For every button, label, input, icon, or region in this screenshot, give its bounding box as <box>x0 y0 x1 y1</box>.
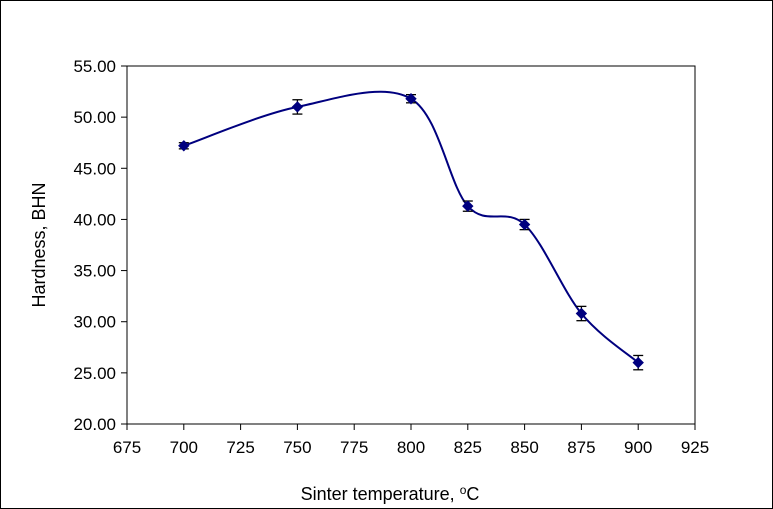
x-tick-label: 875 <box>567 438 595 457</box>
x-tick-label: 850 <box>510 438 538 457</box>
y-tick-label: 30.00 <box>73 313 116 332</box>
x-axis-title-degree: o <box>460 483 467 497</box>
x-tick-label: 700 <box>170 438 198 457</box>
data-point <box>518 218 531 231</box>
data-point <box>575 307 588 320</box>
x-tick-label: 900 <box>624 438 652 457</box>
x-tick-label: 775 <box>340 438 368 457</box>
x-tick-label: 750 <box>283 438 311 457</box>
y-tick-label: 55.00 <box>73 57 116 76</box>
y-tick-label: 20.00 <box>73 415 116 434</box>
data-point <box>291 101 304 113</box>
x-tick-label: 825 <box>454 438 482 457</box>
x-tick-label: 925 <box>681 438 709 457</box>
y-tick-label: 35.00 <box>73 262 116 281</box>
y-axis-ticks: 20.00 25.00 30.00 35.00 40.00 45.00 50.00 55.00 <box>73 57 127 434</box>
plot-area <box>126 65 696 425</box>
y-tick-label: 45.00 <box>73 159 116 178</box>
y-tick-label: 40.00 <box>73 210 116 229</box>
x-tick-label: 725 <box>226 438 254 457</box>
x-axis-title: Sinter temperature, oC <box>301 483 480 504</box>
x-tick-label: 800 <box>397 438 425 457</box>
x-axis-title-main: Sinter temperature, <box>301 484 460 504</box>
data-point <box>632 356 644 369</box>
data-point <box>462 200 474 212</box>
x-tick-label: 675 <box>113 438 141 457</box>
x-axis-ticks: 675 700 725 750 775 800 825 850 875 900 925 <box>113 424 709 457</box>
data-markers <box>178 93 644 369</box>
data-point <box>405 93 417 105</box>
y-tick-label: 50.00 <box>73 108 116 127</box>
y-axis-title: Hardness, BHN <box>29 182 49 307</box>
data-point <box>178 140 190 152</box>
x-axis-title-unit: C <box>466 484 479 504</box>
y-tick-label: 25.00 <box>73 364 116 383</box>
